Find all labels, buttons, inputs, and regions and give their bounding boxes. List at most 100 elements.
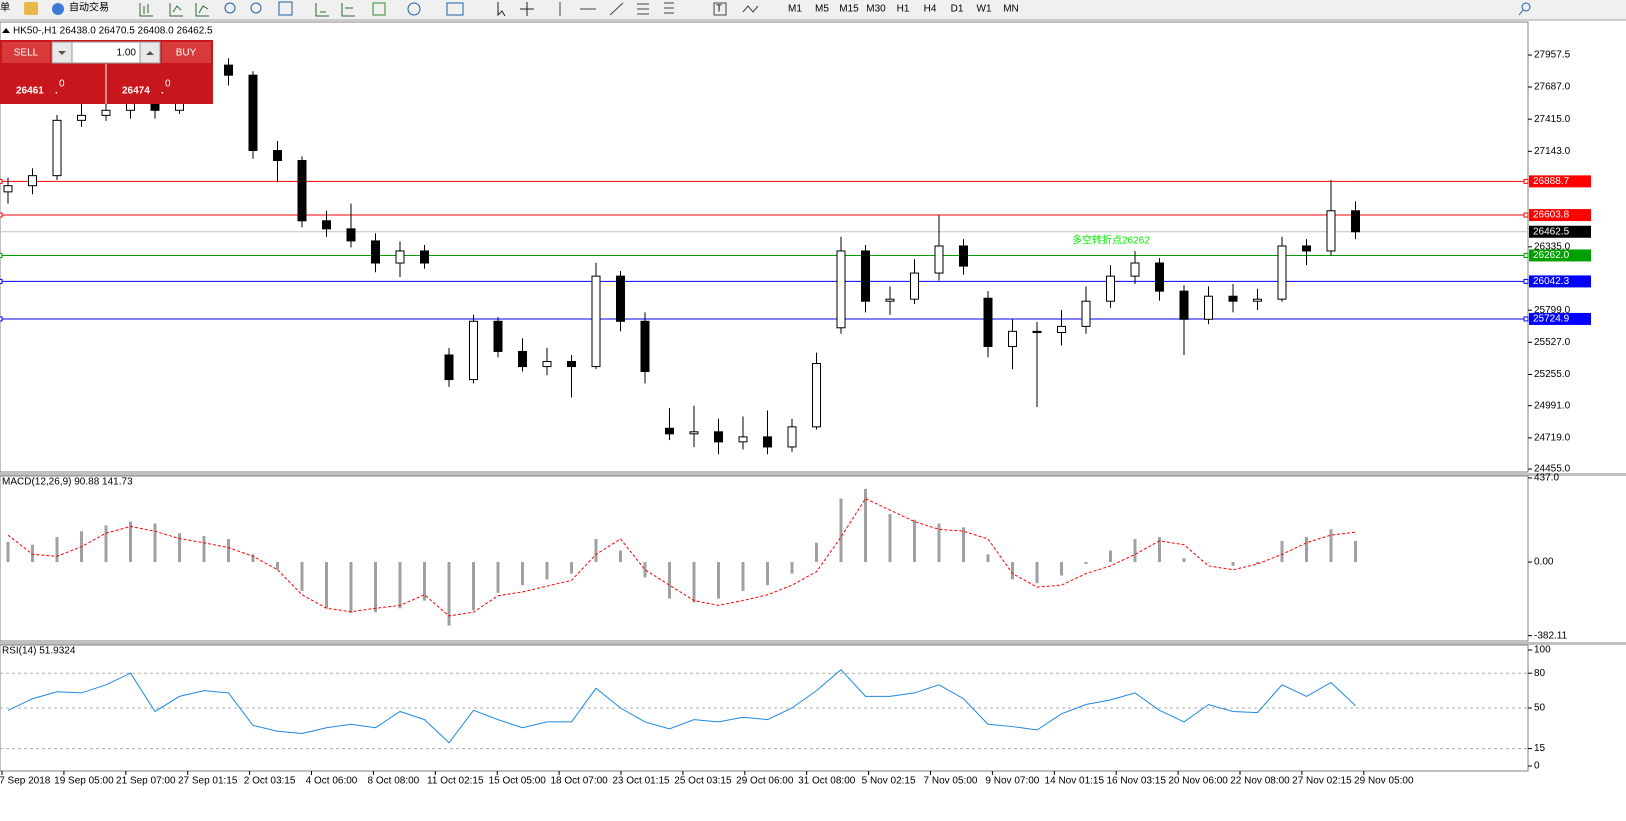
timeframe-button[interactable]: D1 <box>951 4 964 15</box>
timeframe-button[interactable]: W1 <box>977 4 992 15</box>
candle-body <box>689 431 699 435</box>
timeframe-button[interactable]: H1 <box>897 4 910 15</box>
timeframe-button[interactable]: M30 <box>866 4 886 15</box>
sell-label[interactable]: SELL <box>14 48 39 59</box>
level-box <box>1529 312 1591 325</box>
macd-bar <box>937 523 941 563</box>
candle-body <box>28 175 37 187</box>
candle-body <box>1204 295 1213 320</box>
candle-body <box>983 297 993 347</box>
toolbar-item[interactable]: 自动交易 <box>69 1 109 14</box>
macd-bar <box>790 562 794 574</box>
candle-body <box>297 160 307 222</box>
candle-body <box>518 350 527 368</box>
candle-body <box>1155 262 1164 292</box>
candle-body <box>3 185 13 193</box>
y-tick-label: -382.11 <box>1534 630 1568 641</box>
candle-body <box>934 245 944 274</box>
candle-body <box>395 250 405 264</box>
level-label: 26888.7 <box>1533 176 1570 187</box>
macd-bar <box>276 562 279 570</box>
x-tick-label: 14 Nov 01:15 <box>1045 776 1105 787</box>
y-tick-label: 0.00 <box>1534 557 1554 568</box>
macd-bar <box>1182 558 1186 563</box>
sell-price[interactable]: 26461 <box>16 86 44 97</box>
macd-bar <box>1305 537 1308 563</box>
x-tick-label: 8 Oct 08:00 <box>368 776 420 787</box>
timeframe-button[interactable]: M5 <box>815 4 829 15</box>
macd-bar <box>1060 562 1063 576</box>
level-handle <box>0 212 3 218</box>
macd-panel <box>0 475 1529 642</box>
y-tick-label: 25255.0 <box>1534 369 1571 380</box>
timeframe-button[interactable]: MN <box>1003 4 1019 15</box>
buy-big[interactable]: 0 <box>165 79 171 90</box>
candle-body <box>1351 210 1360 233</box>
candle-body <box>542 360 552 368</box>
y-tick-label: 27143.0 <box>1534 146 1571 157</box>
annotation: 多空转折点26262 <box>1072 234 1150 247</box>
icon[interactable] <box>52 3 64 15</box>
toolbar-item[interactable]: 单 <box>0 2 10 14</box>
x-tick-label: 27 Sep 01:15 <box>178 776 238 787</box>
sell-button[interactable] <box>2 42 50 63</box>
macd-bar <box>423 562 426 601</box>
candle-body <box>101 109 111 116</box>
macd-bar <box>55 537 59 563</box>
level-handle <box>0 316 3 322</box>
buy-button[interactable] <box>162 42 211 63</box>
candle-body <box>346 228 356 242</box>
candle-body <box>1253 298 1262 302</box>
x-tick-label: 17 Sep 2018 <box>0 776 51 787</box>
macd-bar <box>1011 562 1014 580</box>
candle-body <box>444 354 454 381</box>
buy-price[interactable]: 26474 <box>122 86 150 97</box>
separator <box>0 473 1626 476</box>
x-tick-label: 7 Nov 05:00 <box>924 776 978 787</box>
timeframe-button[interactable]: H4 <box>924 4 937 15</box>
macd-bar <box>1329 529 1333 563</box>
level-handle <box>1523 278 1529 284</box>
buy-label[interactable]: BUY <box>176 48 197 59</box>
x-tick-label: 29 Oct 06:00 <box>736 776 794 787</box>
macd-bar <box>815 542 818 563</box>
macd-bar <box>1109 550 1112 563</box>
macd-bar <box>251 554 255 563</box>
macd-bar <box>1280 540 1284 563</box>
y-tick-label: 25799.0 <box>1534 305 1571 316</box>
sell-sep[interactable]: . <box>55 86 58 97</box>
arrow <box>58 51 66 55</box>
sell-big[interactable]: 0 <box>59 79 65 90</box>
macd-bar <box>104 525 108 563</box>
x-tick-label: 25 Oct 03:15 <box>674 776 732 787</box>
candle-body <box>836 250 846 329</box>
candle-body <box>567 360 576 368</box>
y-tick-label: 27415.0 <box>1534 114 1571 125</box>
timeframe-button[interactable]: M1 <box>788 4 802 15</box>
macd-bar <box>202 536 206 563</box>
candle-body <box>1057 325 1066 334</box>
macd-bar <box>717 562 720 599</box>
macd-bar <box>496 562 500 593</box>
macd-bar <box>153 523 157 563</box>
macd-bar <box>1084 562 1088 564</box>
y-tick-label: 437.0 <box>1534 473 1559 484</box>
buy-sep[interactable]: . <box>161 86 164 97</box>
macd-bar <box>178 533 181 563</box>
x-tick-label: 15 Oct 05:00 <box>489 776 547 787</box>
candle-body <box>1032 330 1042 334</box>
timeframe-button[interactable]: M15 <box>839 4 859 15</box>
lot-value[interactable]: 1.00 <box>117 48 137 59</box>
icon[interactable] <box>24 2 38 15</box>
macd-bar <box>692 562 696 603</box>
x-tick-label: 9 Nov 07:00 <box>985 776 1039 787</box>
level-handle <box>1523 316 1529 322</box>
level-box <box>1529 175 1591 188</box>
current-price-label: 26462.5 <box>1533 226 1570 237</box>
x-tick-label: 20 Nov 06:00 <box>1168 776 1228 787</box>
x-tick-label: 23 Oct 01:15 <box>612 776 670 787</box>
indicator-title: MACD(12,26,9) 90.88 141.73 <box>2 477 133 488</box>
candle-body <box>861 250 870 302</box>
candle-body <box>665 427 674 435</box>
